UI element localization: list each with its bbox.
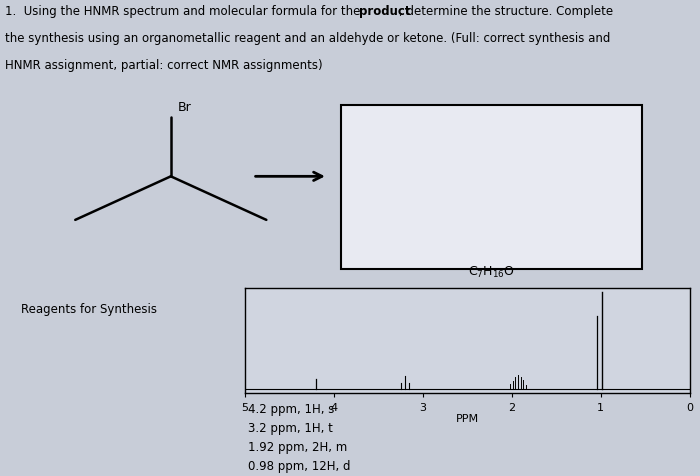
X-axis label: PPM: PPM <box>456 413 479 423</box>
Text: the synthesis using an organometallic reagent and an aldehyde or ketone. (Full: : the synthesis using an organometallic re… <box>5 32 610 45</box>
Text: , determine the structure. Complete: , determine the structure. Complete <box>399 5 613 19</box>
Text: 1.  Using the HNMR spectrum and molecular formula for the: 1. Using the HNMR spectrum and molecular… <box>5 5 364 19</box>
Text: HNMR assignment, partial: correct NMR assignments): HNMR assignment, partial: correct NMR as… <box>5 59 323 72</box>
Text: 4.2 ppm, 1H, s: 4.2 ppm, 1H, s <box>248 402 335 415</box>
Bar <box>342 106 642 270</box>
Text: product: product <box>359 5 410 19</box>
Text: 3.2 ppm, 1H, t: 3.2 ppm, 1H, t <box>248 421 333 434</box>
Text: 0.98 ppm, 12H, d: 0.98 ppm, 12H, d <box>248 459 351 472</box>
Text: Reagents for Synthesis: Reagents for Synthesis <box>21 303 157 316</box>
Text: $\mathrm{C_7H_{16}O}$: $\mathrm{C_7H_{16}O}$ <box>468 265 515 280</box>
Text: Br: Br <box>178 101 191 114</box>
Text: 1.92 ppm, 2H, m: 1.92 ppm, 2H, m <box>248 440 348 453</box>
